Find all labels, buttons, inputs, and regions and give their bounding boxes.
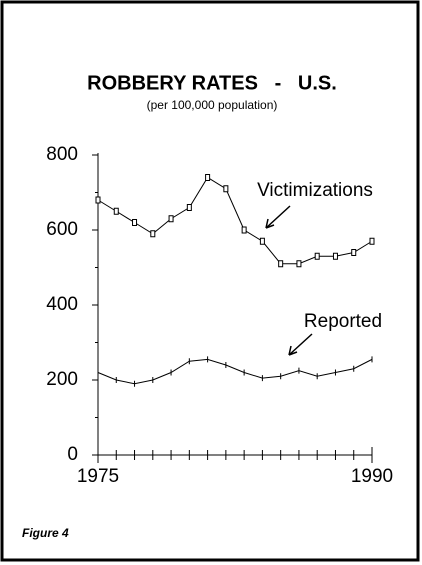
marker [296, 260, 302, 268]
marker [95, 196, 101, 204]
marker [351, 249, 357, 256]
chart-subtitle: (per 100,000 population) [147, 98, 278, 112]
chart-title: ROBBERY RATES - U.S. [87, 72, 337, 94]
series-line [97, 176, 373, 265]
marker [278, 260, 284, 268]
marker [150, 230, 156, 238]
annotation-arrow [265, 205, 291, 229]
marker [113, 207, 119, 215]
x-tick-label: 1975 [77, 466, 119, 487]
marker [223, 185, 229, 193]
marker [369, 237, 375, 245]
y-tick-label: 400 [46, 294, 78, 315]
marker [205, 174, 211, 181]
marker [259, 237, 265, 245]
figure-label: Figure 4 [22, 526, 69, 540]
marker [332, 252, 338, 260]
x-tick-label: 1990 [351, 466, 393, 487]
annotation-arrow [288, 333, 313, 356]
y-tick-label: 0 [67, 444, 78, 465]
series-line [97, 358, 373, 385]
marker [168, 215, 174, 223]
marker [314, 252, 320, 260]
series-label: Victimizations [257, 180, 373, 201]
y-tick-label: 800 [46, 144, 78, 165]
marker [132, 219, 138, 226]
series-label: Reported [304, 311, 382, 332]
marker [241, 226, 247, 234]
y-tick-label: 200 [46, 369, 78, 390]
marker [186, 204, 192, 211]
y-tick-label: 600 [46, 219, 78, 240]
